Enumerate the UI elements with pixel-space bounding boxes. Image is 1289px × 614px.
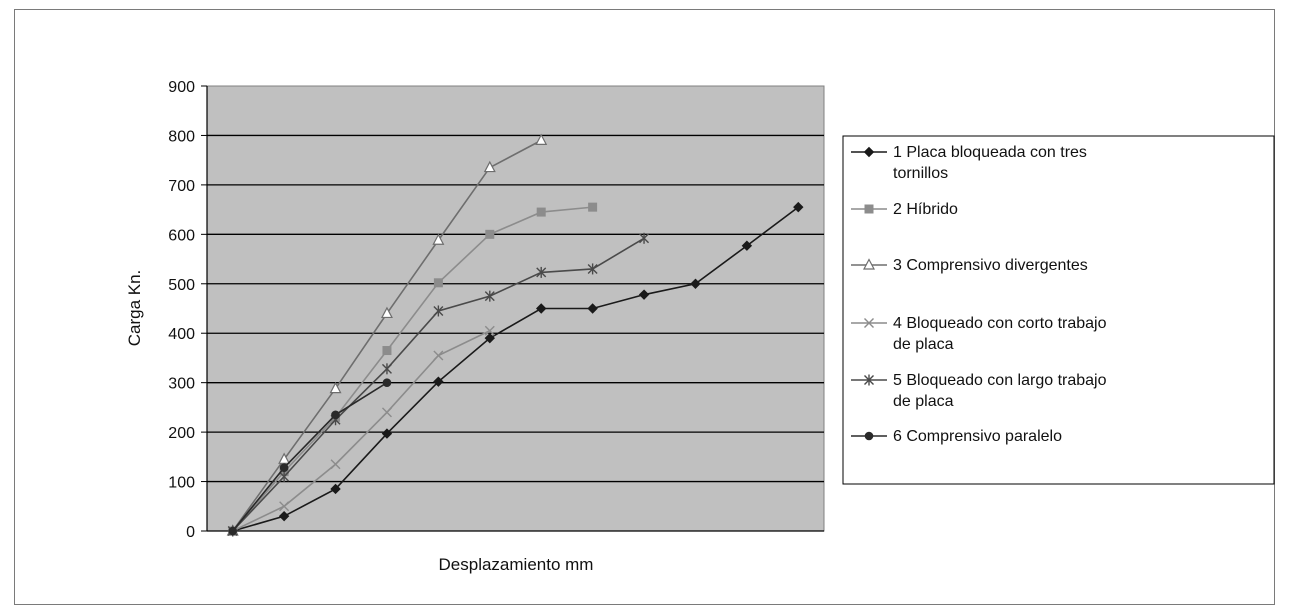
data-point	[741, 240, 753, 251]
data-point	[381, 363, 392, 375]
y-tick-label: 400	[168, 326, 195, 343]
data-point	[536, 266, 547, 278]
legend-item-4: 4 Bloqueado con corto trabajo de placa	[851, 315, 1107, 353]
series-1	[227, 201, 804, 537]
data-point	[484, 290, 495, 302]
data-point	[483, 160, 496, 173]
y-tick-label: 600	[168, 227, 195, 244]
y-tick-label: 200	[168, 425, 195, 442]
y-tick-label: 0	[186, 524, 195, 541]
data-point	[278, 452, 291, 464]
legend-marker	[864, 374, 874, 386]
legend-marker	[864, 431, 874, 441]
legend-item-1: 1 Placa bloqueada con tres tornillos	[851, 144, 1087, 182]
series-line	[232, 206, 799, 532]
data-point	[588, 202, 598, 212]
series-layer	[226, 133, 804, 537]
data-point	[279, 471, 290, 483]
legend-item-5: 5 Bloqueado con largo trabajo de placa	[851, 372, 1107, 410]
data-point	[330, 459, 341, 470]
data-point	[382, 346, 392, 356]
data-point	[331, 410, 340, 420]
y-tick-label: 800	[168, 128, 195, 145]
legend-label: 6 Comprensivo paralelo	[893, 428, 1062, 445]
legend-item-2: 2 Híbrido	[851, 201, 958, 218]
y-tick-label: 700	[168, 178, 195, 195]
legend-label: 1 Placa bloqueada con tres	[893, 144, 1087, 161]
data-point	[638, 289, 650, 300]
series-line	[232, 206, 593, 532]
y-tick-label: 500	[168, 277, 195, 294]
legend-marker	[864, 318, 874, 328]
data-point	[329, 381, 342, 394]
y-tick-labels: 0 100 200 300 400 500 600 700 800 900	[168, 79, 195, 541]
plot-area	[206, 85, 825, 532]
data-point	[485, 229, 495, 239]
y-tick-label: 100	[168, 475, 195, 492]
legend-marker	[863, 146, 875, 158]
data-point	[433, 376, 444, 387]
data-point	[433, 350, 444, 361]
y-tick-label: 900	[168, 79, 195, 96]
data-point	[484, 325, 495, 336]
data-point	[382, 378, 392, 387]
series-6	[228, 378, 392, 536]
legend-label: de placa	[893, 336, 954, 353]
data-point	[639, 232, 650, 244]
series-line	[232, 330, 491, 532]
legend-box	[842, 135, 1275, 485]
data-point	[278, 510, 290, 522]
legend-label: tornillos	[893, 165, 948, 182]
legend-item-3: 3 Comprensivo divergentes	[851, 257, 1088, 274]
legend-label: 4 Bloqueado con corto trabajo	[893, 315, 1107, 332]
data-point	[793, 201, 804, 213]
data-point	[228, 526, 238, 536]
legend-marker	[864, 204, 874, 214]
data-point	[380, 306, 393, 319]
data-point	[536, 303, 547, 314]
data-point	[587, 263, 598, 275]
legend-item-6: 6 Comprensivo paralelo	[851, 428, 1062, 445]
legend: 1 Placa bloqueada con tres tornillos 2 Híb…	[842, 135, 1275, 485]
data-point	[433, 278, 443, 288]
legend-label: 2 Híbrido	[893, 201, 958, 218]
y-axis-title: Carga Kn.	[125, 270, 144, 347]
series-line	[232, 381, 388, 532]
data-point	[587, 303, 598, 314]
data-point	[279, 501, 290, 512]
data-point	[536, 207, 546, 217]
legend-marker	[863, 258, 875, 270]
data-point	[690, 278, 701, 289]
y-tick-label: 300	[168, 376, 195, 393]
legend-label: 5 Bloqueado con largo trabajo	[893, 372, 1107, 389]
data-point	[279, 463, 289, 473]
data-point	[381, 428, 393, 439]
data-point	[484, 332, 495, 344]
x-axis-title: Desplazamiento mm	[439, 555, 594, 574]
legend-label: 3 Comprensivo divergentes	[893, 257, 1088, 274]
data-point	[330, 483, 341, 495]
data-point	[432, 233, 445, 245]
data-point	[433, 305, 444, 317]
data-point	[381, 407, 392, 418]
data-point	[535, 133, 548, 145]
legend-label: de placa	[893, 393, 954, 410]
